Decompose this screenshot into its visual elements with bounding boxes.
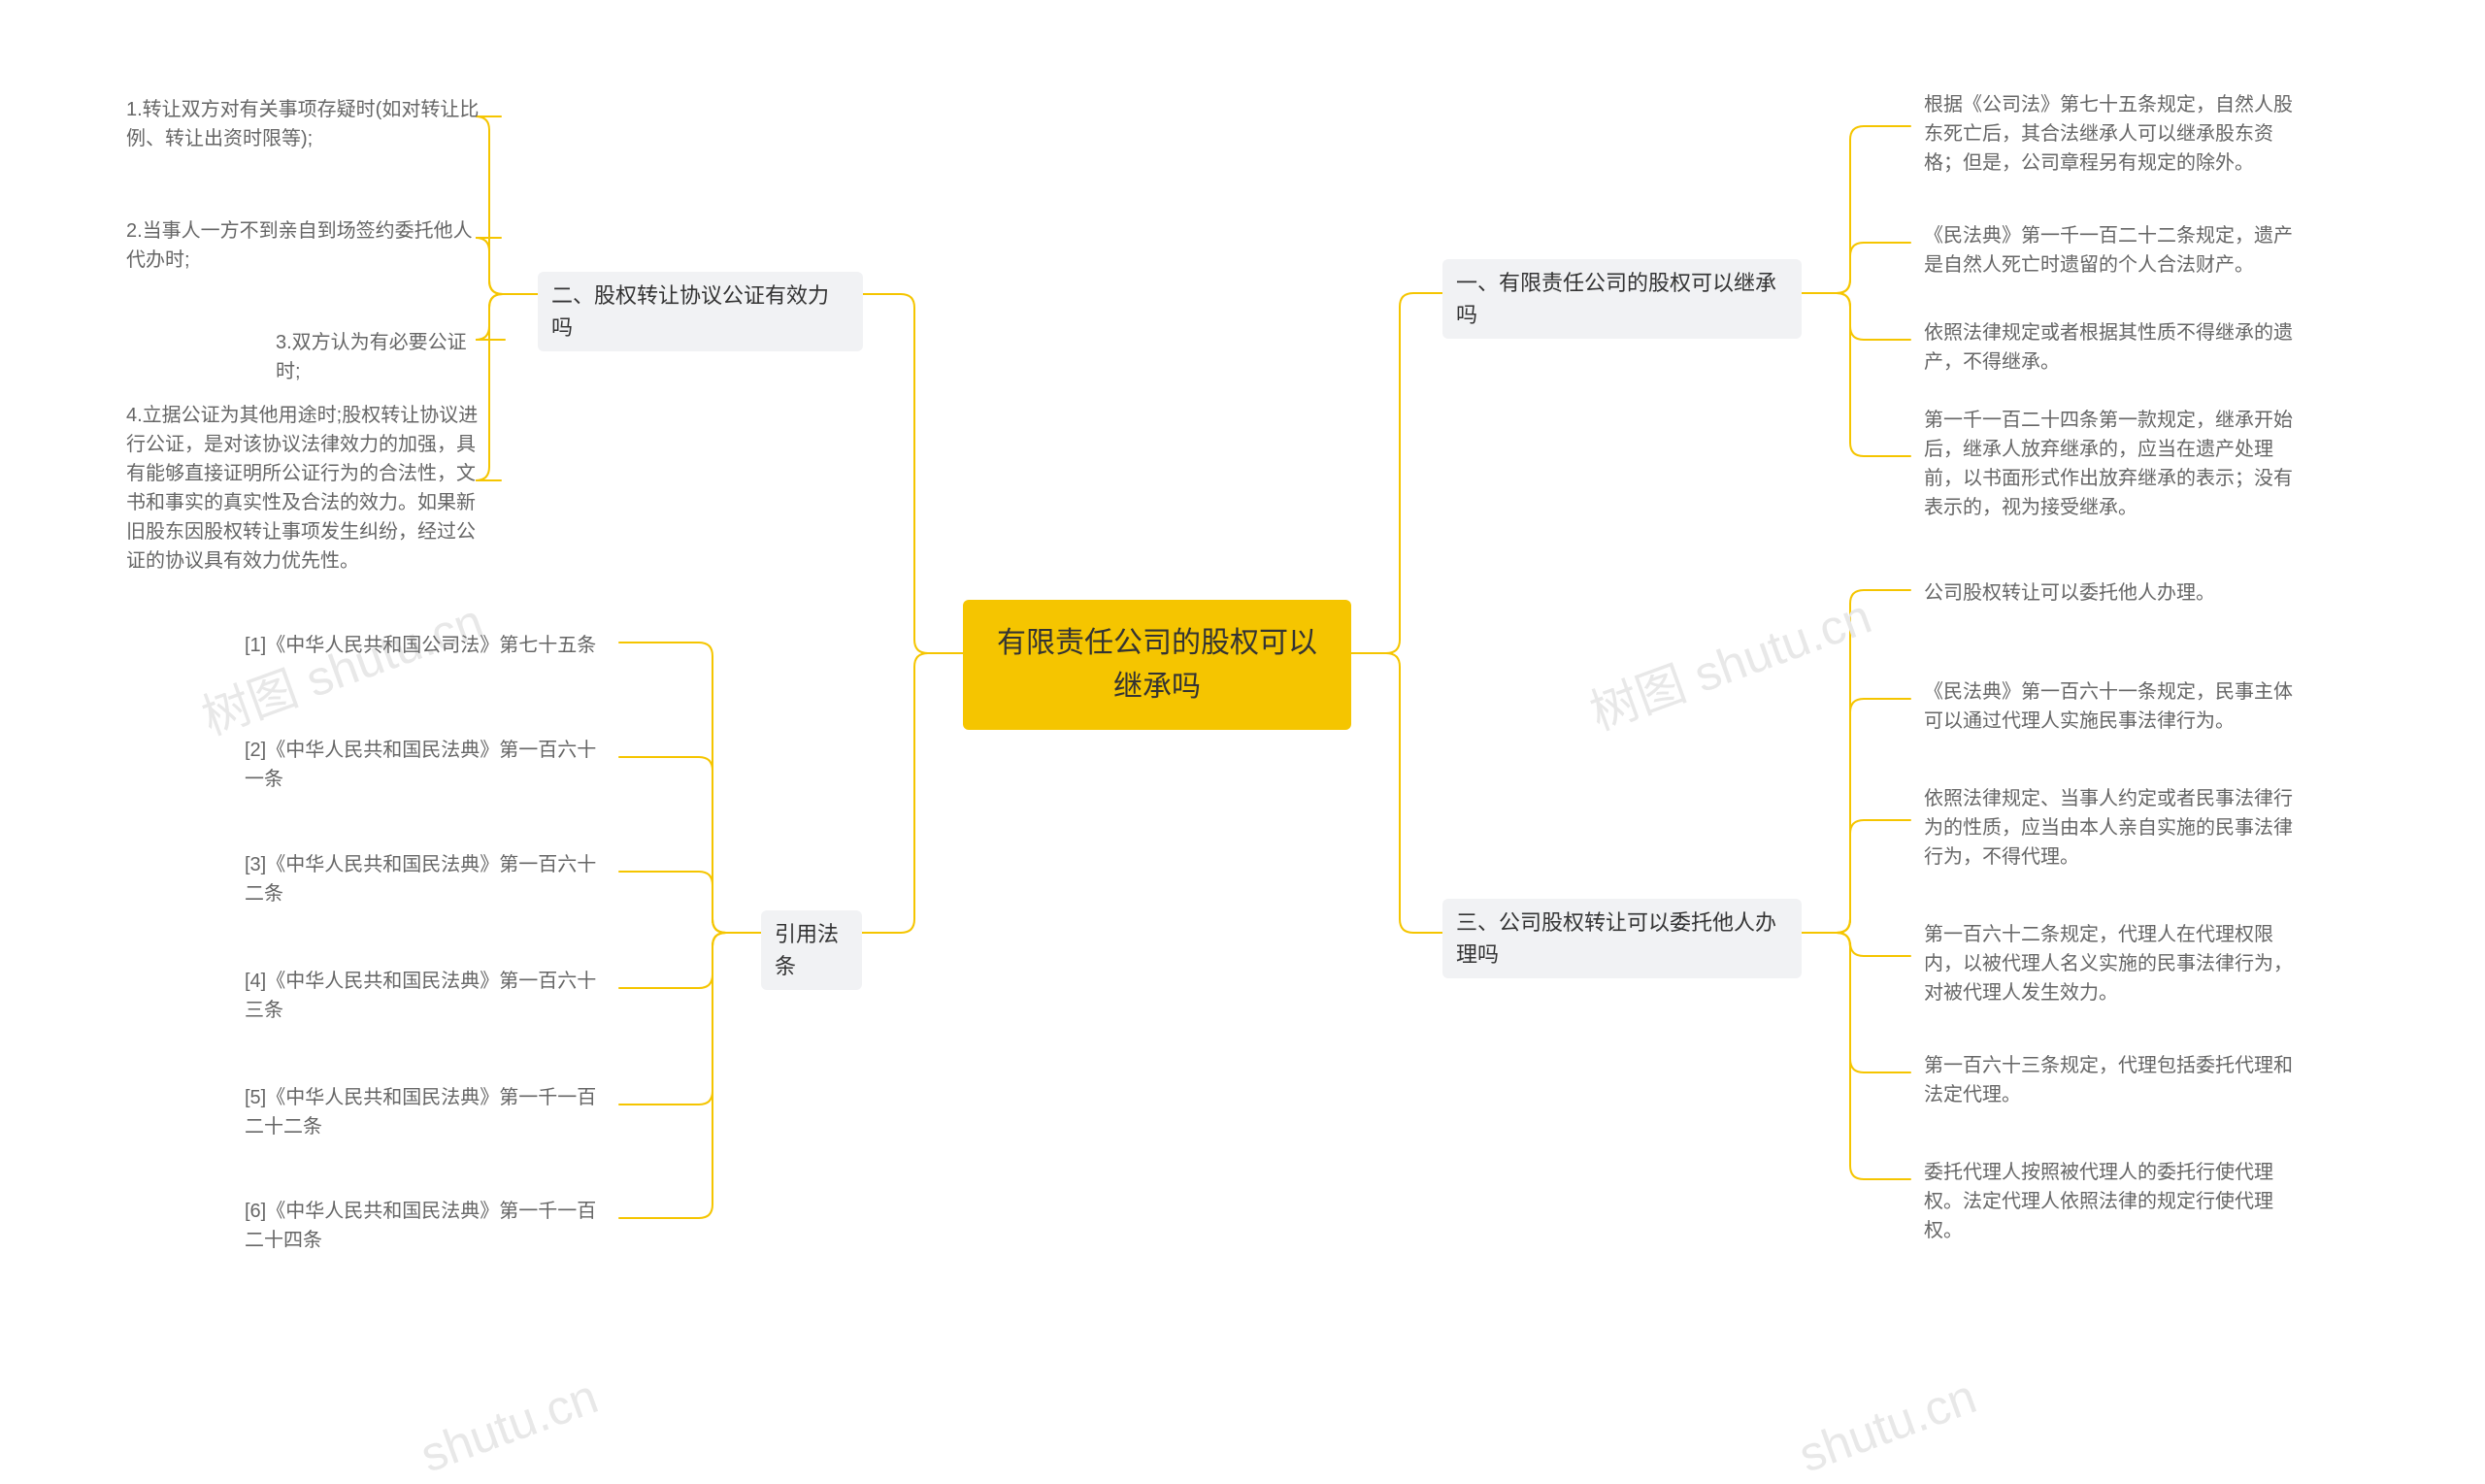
- leaf-left-0-1: 2.当事人一方不到亲自到场签约委托他人代办时;: [113, 209, 501, 282]
- leaf-right-1-3: 第一百六十二条规定，代理人在代理权限内，以被代理人名义实施的民事法律行为，对被代…: [1910, 912, 2318, 1015]
- leaf-right-1-5: 委托代理人按照被代理人的委托行使代理权。法定代理人依照法律的规定行使代理权。: [1910, 1150, 2318, 1253]
- mindmap-canvas: 树图 shutu.cn树图 shutu.cnshutu.cnshutu.cn 有…: [0, 0, 2485, 1420]
- leaf-right-0-1: 《民法典》第一千一百二十二条规定，遗产是自然人死亡时遗留的个人合法财产。: [1910, 214, 2318, 287]
- watermark-3: shutu.cn: [1792, 1368, 1983, 1483]
- leaf-right-0-0: 根据《公司法》第七十五条规定，自然人股东死亡后，其合法继承人可以继承股东资格；但…: [1910, 82, 2318, 185]
- leaf-left-0-0: 1.转让双方对有关事项存疑时(如对转让比例、转让出资时限等);: [113, 87, 501, 161]
- leaf-right-1-0: 公司股权转让可以委托他人办理。: [1910, 571, 2318, 615]
- leaf-left-1-2: [3]《中华人民共和国民法典》第一百六十二条: [231, 842, 619, 916]
- branch-left-1[interactable]: 引用法条: [761, 910, 862, 990]
- leaf-right-1-2: 依照法律规定、当事人约定或者民事法律行为的性质，应当由本人亲自实施的民事法律行为…: [1910, 776, 2318, 879]
- leaf-left-0-3: 4.立据公证为其他用途时;股权转让协议进行公证，是对该协议法律效力的加强，具有能…: [113, 393, 501, 583]
- leaf-right-0-3: 第一千一百二十四条第一款规定，继承开始后，继承人放弃继承的，应当在遗产处理前，以…: [1910, 398, 2318, 530]
- leaf-left-1-1: [2]《中华人民共和国民法典》第一百六十一条: [231, 728, 619, 802]
- leaf-left-1-5: [6]《中华人民共和国民法典》第一千一百二十四条: [231, 1189, 619, 1263]
- leaf-left-1-0: [1]《中华人民共和国公司法》第七十五条: [231, 623, 619, 668]
- root-node[interactable]: 有限责任公司的股权可以继承吗: [963, 600, 1351, 730]
- branch-right-0[interactable]: 一、有限责任公司的股权可以继承吗: [1442, 259, 1802, 339]
- leaf-right-1-1: 《民法典》第一百六十一条规定，民事主体可以通过代理人实施民事法律行为。: [1910, 670, 2318, 743]
- branch-right-1[interactable]: 三、公司股权转让可以委托他人办理吗: [1442, 899, 1802, 978]
- leaf-right-0-2: 依照法律规定或者根据其性质不得继承的遗产，不得继承。: [1910, 311, 2318, 384]
- watermark-1: 树图 shutu.cn: [1579, 577, 1879, 743]
- leaf-left-1-3: [4]《中华人民共和国民法典》第一百六十三条: [231, 959, 619, 1033]
- leaf-left-0-2: 3.双方认为有必要公证时;: [262, 320, 505, 394]
- branch-left-0[interactable]: 二、股权转让协议公证有效力吗: [538, 272, 863, 351]
- leaf-left-1-4: [5]《中华人民共和国民法典》第一千一百二十二条: [231, 1075, 619, 1149]
- watermark-2: shutu.cn: [414, 1368, 605, 1483]
- leaf-right-1-4: 第一百六十三条规定，代理包括委托代理和法定代理。: [1910, 1043, 2318, 1117]
